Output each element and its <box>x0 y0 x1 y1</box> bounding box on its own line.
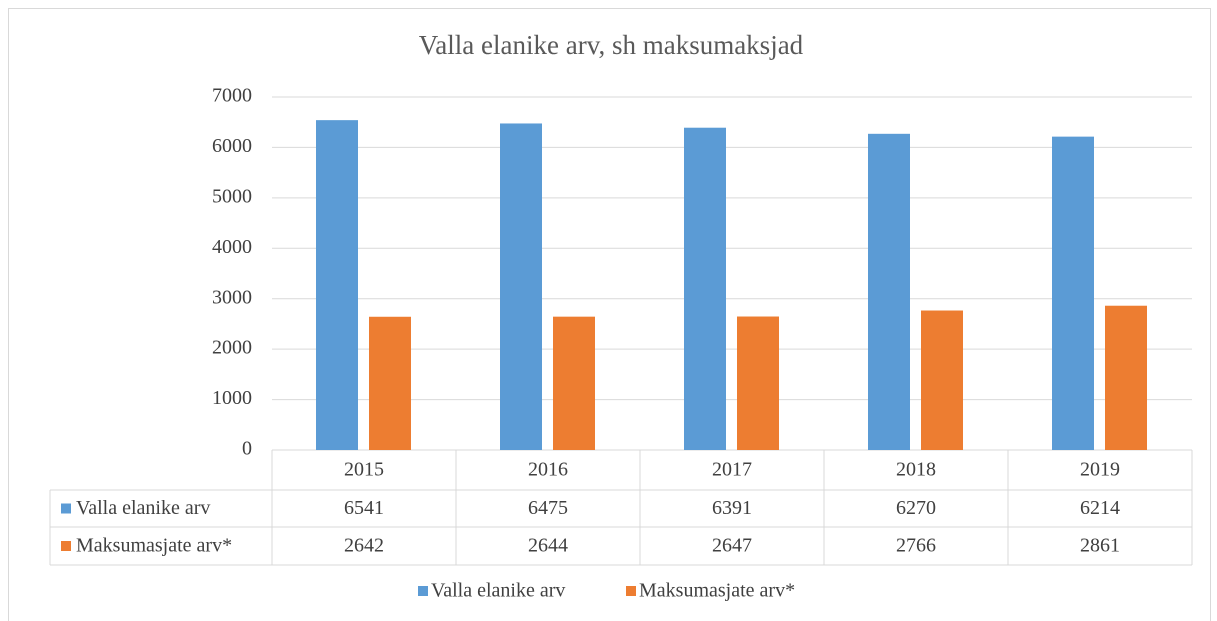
table-value: 6475 <box>528 497 568 519</box>
bar <box>553 316 595 450</box>
table-legend-key <box>61 503 71 514</box>
x-tick-label: 2017 <box>712 459 752 481</box>
y-tick-label: 1000 <box>212 387 252 409</box>
table-value: 2642 <box>344 535 384 557</box>
y-tick-label: 5000 <box>212 185 252 207</box>
chart-border <box>8 8 1211 621</box>
table-value: 2861 <box>1080 535 1120 557</box>
bar <box>316 120 358 450</box>
bar <box>684 127 726 450</box>
table-value: 2647 <box>712 535 752 557</box>
legend-key <box>418 586 428 596</box>
x-tick-label: 2016 <box>528 459 568 481</box>
table-legend-key <box>61 541 71 551</box>
table-value: 6541 <box>344 497 384 519</box>
table-value: 6214 <box>1080 497 1120 519</box>
y-tick-label: 7000 <box>212 85 252 107</box>
x-tick-label: 2018 <box>896 459 936 481</box>
chart-title: Valla elanike arv, sh maksumaksjad <box>419 30 804 60</box>
table-value: 6270 <box>896 497 936 519</box>
y-tick-label: 6000 <box>212 135 252 157</box>
y-tick-label: 4000 <box>212 236 252 258</box>
bar <box>921 310 963 450</box>
bar <box>737 316 779 450</box>
bar <box>369 316 411 450</box>
x-tick-label: 2019 <box>1080 459 1120 481</box>
table-series-name: Valla elanike arv <box>76 497 210 519</box>
legend-label: Valla elanike arv <box>431 580 565 602</box>
x-tick-label: 2015 <box>344 459 384 481</box>
bar <box>1105 305 1147 450</box>
legend-label: Maksumasjate arv* <box>639 580 795 602</box>
y-tick-label: 0 <box>242 438 252 460</box>
table-value: 2644 <box>528 535 568 557</box>
bar <box>1052 136 1094 451</box>
table-series-name: Maksumasjate arv* <box>76 535 232 557</box>
y-tick-label: 2000 <box>212 337 252 359</box>
bar <box>868 133 910 450</box>
table-value: 2766 <box>896 535 936 557</box>
table-value: 6391 <box>712 497 752 519</box>
legend-key <box>626 586 636 596</box>
y-tick-label: 3000 <box>212 286 252 308</box>
bar <box>500 123 542 450</box>
